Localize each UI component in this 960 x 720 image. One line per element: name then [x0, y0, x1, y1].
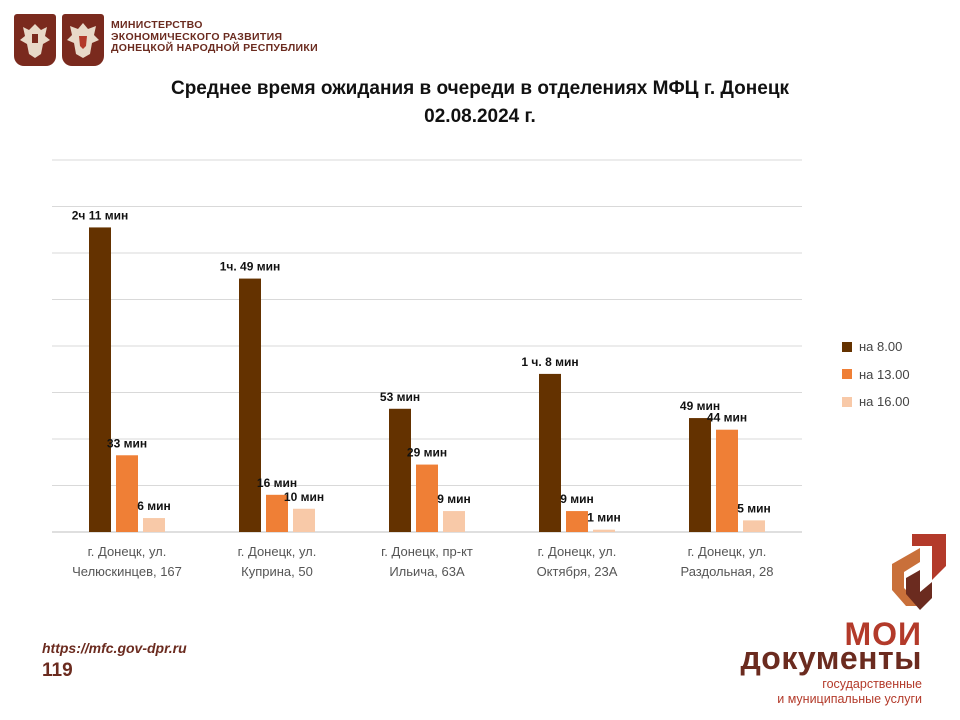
legend-item: на 13.00	[842, 361, 910, 389]
brand-line2: документы	[740, 640, 922, 676]
data-label: 5 мин	[737, 501, 771, 515]
bar	[116, 455, 138, 532]
mfc-logo-icon	[892, 534, 946, 610]
data-label: 1ч. 49 мин	[220, 260, 281, 274]
data-label: 9 мин	[437, 492, 471, 506]
category-label: г. Донецк, ул.	[238, 544, 317, 559]
ministry-line: ДОНЕЦКОЙ НАРОДНОЙ РЕСПУБЛИКИ	[111, 42, 318, 54]
bar	[389, 408, 411, 532]
legend-swatch	[842, 396, 852, 407]
bar	[566, 511, 588, 532]
data-label: 49 мин	[680, 399, 720, 413]
legend-swatch	[842, 341, 852, 352]
website-link[interactable]: https://mfc.gov-dpr.ru	[42, 640, 187, 656]
ministry-name: МИНИСТЕРСТВО ЭКОНОМИЧЕСКОГО РАЗВИТИЯ ДОН…	[111, 19, 318, 55]
bar	[743, 520, 765, 532]
legend-label: на 8.00	[859, 339, 903, 355]
data-label: 1 ч. 8 мин	[521, 355, 578, 369]
data-label: 53 мин	[380, 390, 420, 404]
brand-tagline: государственные и муниципальные услуги	[777, 677, 922, 706]
bar	[89, 227, 111, 533]
ministry-line: ЭКОНОМИЧЕСКОГО РАЗВИТИЯ	[111, 30, 283, 43]
data-label: 33 мин	[107, 436, 147, 450]
category-label: г. Донецк, ул.	[88, 544, 167, 559]
bar	[593, 529, 615, 532]
data-label: 6 мин	[137, 499, 171, 513]
page-number: 119	[42, 660, 73, 681]
legend-label: на 16.00	[859, 394, 910, 410]
data-label: 9 мин	[560, 492, 594, 506]
data-label: 29 мин	[407, 446, 447, 460]
brand-tagline-line: государственные	[822, 677, 922, 691]
category-label: Раздольная, 28	[680, 564, 773, 579]
chart-subtitle: 02.08.2024 г.	[424, 106, 536, 127]
bar	[443, 511, 465, 532]
bar	[716, 429, 738, 532]
legend-item: на 16.00	[842, 388, 910, 416]
category-label: г. Донецк, ул.	[688, 544, 767, 559]
chart-legend: на 8.00 на 13.00 на 16.00	[842, 333, 910, 416]
data-label: 16 мин	[257, 476, 297, 490]
brand-line1: МОИ	[844, 616, 922, 652]
category-label: Челюскинцев, 167	[72, 564, 182, 579]
bar	[416, 464, 438, 532]
data-label: 1 мин	[587, 511, 621, 525]
category-label: Куприна, 50	[241, 564, 313, 579]
bar	[266, 494, 288, 532]
chart-title: Среднее время ожидания в очереди в отдел…	[170, 78, 790, 99]
category-label: г. Донецк, пр-кт	[381, 544, 473, 559]
data-label: 44 мин	[707, 411, 747, 425]
category-label: г. Донецк, ул.	[538, 544, 617, 559]
bar	[539, 373, 561, 532]
brand-tagline-line: и муниципальные услуги	[777, 691, 922, 706]
category-label: Ильича, 63А	[389, 564, 465, 579]
data-label: 2ч 11 мин	[72, 208, 129, 222]
bar	[239, 278, 261, 532]
bar	[293, 508, 315, 532]
data-label: 10 мин	[284, 490, 324, 504]
bar	[689, 418, 711, 532]
category-label: Октября, 23А	[537, 564, 618, 579]
legend-item: на 8.00	[842, 333, 910, 361]
dpr-emblem-icon	[62, 14, 104, 66]
legend-label: на 13.00	[859, 366, 910, 382]
bar	[143, 518, 165, 532]
russia-emblem-icon	[14, 14, 56, 66]
ministry-line: МИНИСТЕРСТВО	[111, 19, 203, 31]
legend-swatch	[842, 369, 852, 380]
